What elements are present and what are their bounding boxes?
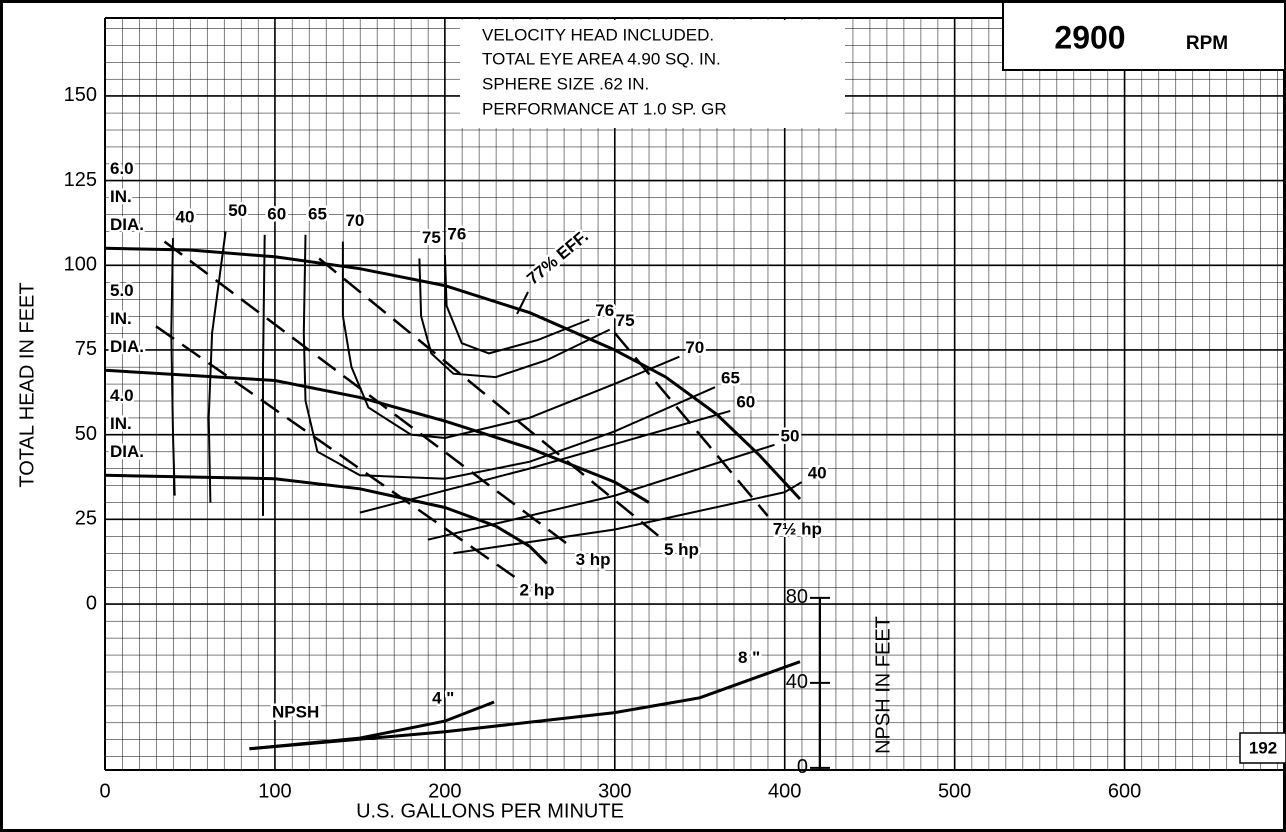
speed-box: 2900 RPM [1002, 1, 1286, 71]
efficiency-curve [443, 255, 590, 355]
head-curve-label: IN. [110, 309, 132, 328]
efficiency-label: 70 [345, 211, 364, 230]
note: TOTAL EYE AREA 4.90 SQ. IN. [482, 49, 721, 68]
efficiency-curve [262, 234, 731, 516]
speed-unit: RPM [1186, 33, 1228, 54]
head-curve [104, 246, 802, 501]
efficiency-label: 76 [447, 225, 466, 244]
y2-axis-title: NPSH IN FEET [872, 616, 894, 754]
efficiency-label: 70 [685, 338, 704, 357]
power-line [613, 332, 769, 517]
head-curve [104, 473, 548, 565]
efficiency-label: 60 [267, 204, 286, 223]
note: VELOCITY HEAD INCLUDED. [482, 25, 714, 44]
efficiency-curve [170, 238, 803, 555]
y-tick-label: 75 [75, 338, 97, 360]
efficiency-curve [341, 241, 680, 440]
y-tick-label: 150 [64, 84, 97, 106]
y-tick-label: 0 [86, 592, 97, 614]
npsh-label: NPSH [272, 702, 319, 721]
x-axis-title: U.S. GALLONS PER MINUTE [356, 800, 624, 822]
y2-tick-label: 0 [797, 756, 808, 778]
power-label: 5 hp [664, 540, 699, 559]
head-curve-label: IN. [110, 187, 132, 206]
notes-background [460, 20, 845, 128]
notes-box: VELOCITY HEAD INCLUDED. TOTAL EYE AREA 4… [460, 20, 845, 128]
x-tick-label: 600 [1108, 780, 1141, 802]
y2-tick-label: 40 [786, 671, 808, 693]
speed-background [1002, 1, 1286, 71]
efficiency-curve [302, 234, 716, 480]
minor-grid [105, 18, 1286, 770]
x-tick-label: 300 [598, 780, 631, 802]
npsh-curve [249, 660, 801, 751]
efficiency-label: 65 [721, 369, 740, 388]
efficiency-label: 75 [616, 311, 635, 330]
head-curve-label: 5.0 [110, 281, 134, 300]
head-curve [104, 368, 650, 504]
efficiency-label: 75 [422, 228, 441, 247]
efficiency-label: 50 [228, 201, 247, 220]
npsh-curve-label: 4 " [432, 689, 454, 708]
head-curve-label: IN. [110, 414, 132, 433]
speed: 2900 [1054, 19, 1125, 55]
head-curve-label: DIA. [110, 215, 144, 234]
power-label: 7½ hp [773, 519, 822, 538]
efficiency-label: 76 [595, 301, 614, 320]
x-tick-label: 400 [768, 780, 801, 802]
y-tick-label: 100 [64, 254, 97, 276]
power-label: 3 hp [576, 550, 611, 569]
power-line [163, 240, 572, 548]
head-curve-label: DIA. [110, 337, 144, 356]
y-tick-label: 50 [75, 423, 97, 445]
x-tick-label: 500 [938, 780, 971, 802]
efficiency-label: 50 [781, 426, 800, 445]
head-curve-label: DIA. [110, 442, 144, 461]
efficiency-curve [418, 258, 611, 379]
power-line [318, 257, 660, 538]
x-tick-label: 200 [428, 780, 461, 802]
note: PERFORMANCE AT 1.0 SP. GR [482, 99, 727, 118]
head-curve-label: 6.0 [110, 159, 134, 178]
note: SPHERE SIZE .62 IN. [482, 74, 649, 93]
head-curve-label: 4.0 [110, 386, 134, 405]
efficiency-label: 65 [308, 204, 327, 223]
labels: 0 100 200 300 400 500 600 0 25 50 75 100 125 150 0 40 80… [64, 84, 1142, 802]
npsh-curve-label: 8 " [738, 648, 760, 667]
efficiency-label: 60 [736, 392, 755, 411]
y2-tick-label: 80 [786, 586, 808, 608]
page-number: 192 [1249, 738, 1277, 757]
efficiency-label: 40 [176, 208, 195, 227]
y-tick-label: 125 [64, 169, 97, 191]
y-axis-title: TOTAL HEAD IN FEET [16, 282, 38, 487]
x-tick-label: 100 [258, 780, 291, 802]
y-tick-label: 25 [75, 508, 97, 530]
x-tick-label: 0 [99, 780, 110, 802]
power-line [155, 325, 516, 578]
efficiency-label: 40 [808, 464, 827, 483]
page-number-box [1239, 732, 1286, 764]
power-label: 2 hp [520, 580, 555, 599]
